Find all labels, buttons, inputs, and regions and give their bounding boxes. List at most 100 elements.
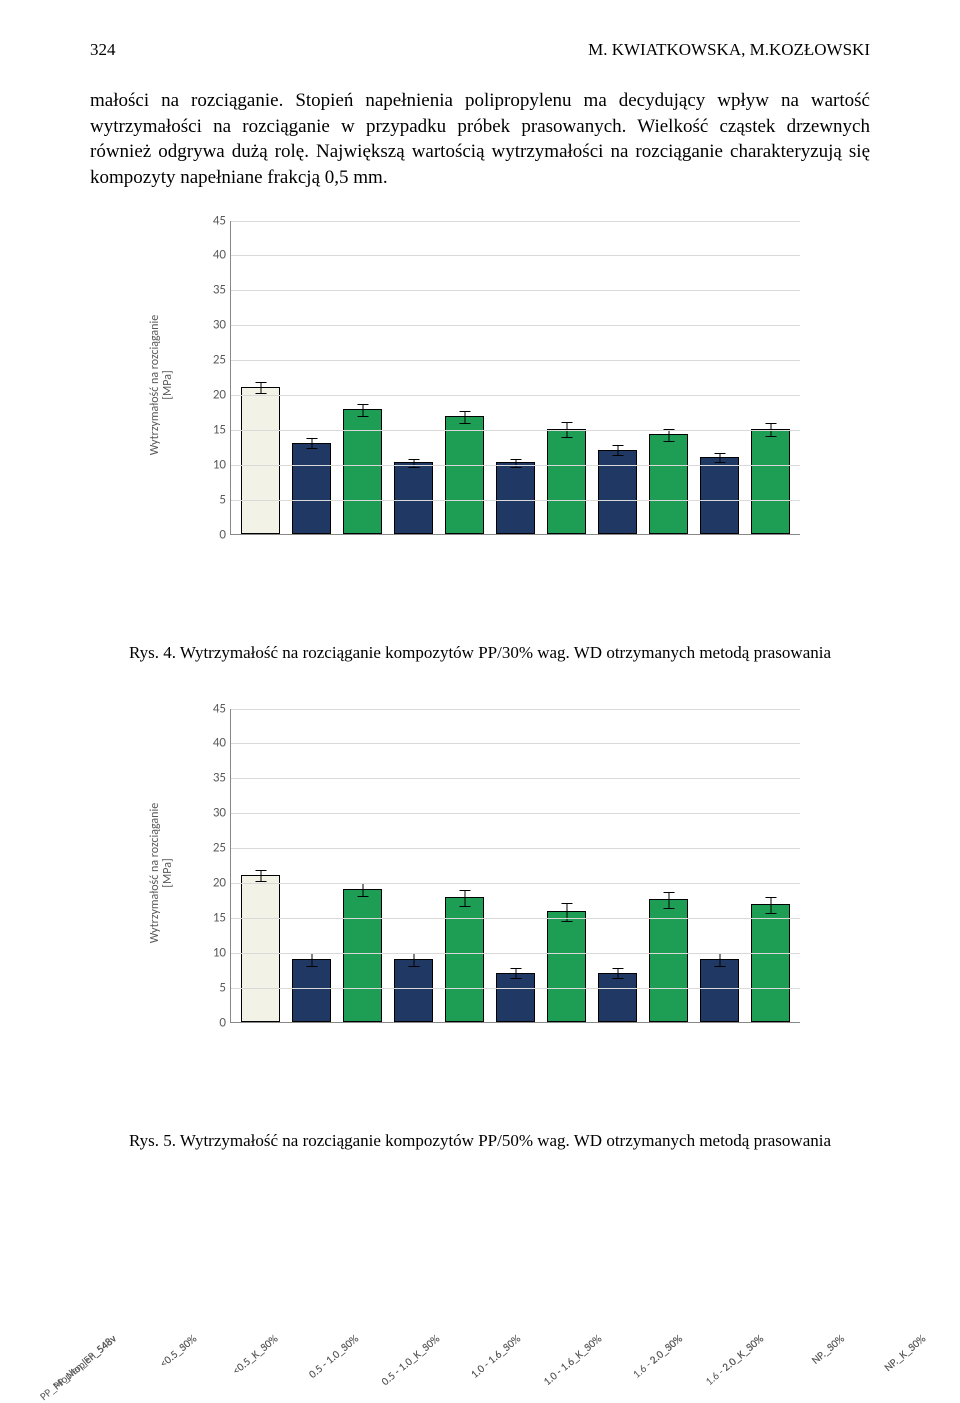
gridline: [231, 255, 800, 256]
bar: [445, 897, 484, 1021]
y-tick-label: 35: [204, 771, 226, 786]
error-bar: [413, 953, 414, 967]
y-tick-label: 30: [204, 318, 226, 333]
y-axis-title: Wytrzymałość na rozciąganie [MPa]: [149, 802, 175, 942]
gridline: [231, 221, 800, 222]
y-axis-title-line1: Wytrzymałość na rozciąganie: [148, 802, 162, 942]
bar: [547, 911, 586, 1021]
plot-area: [230, 709, 800, 1023]
x-tick-label: 0.5 - 1.0_K_50%: [379, 1332, 442, 1388]
gridline: [231, 918, 800, 919]
y-tick-label: 45: [204, 213, 226, 228]
x-tick-label: 1.0 - 1.6_50%: [468, 1332, 523, 1381]
gridline: [231, 395, 800, 396]
y-axis-title-line2: [MPa]: [161, 370, 175, 399]
error-bar: [566, 903, 567, 923]
x-tick-label: 0.5 - 1.0_50%: [307, 1332, 362, 1381]
plot-area: [230, 221, 800, 535]
y-tick-label: 20: [204, 876, 226, 891]
bar: [700, 457, 739, 534]
error-bar: [515, 459, 516, 467]
y-tick-label: 0: [204, 1015, 226, 1030]
x-axis-labels: PP_Moplen_EP_548v<0.5_50%<0.5_K_50%0.5 -…: [70, 1318, 960, 1342]
error-bar: [464, 411, 465, 424]
header-authors: M. KWIATKOWSKA, M.KOZŁOWSKI: [588, 40, 870, 60]
bar: [496, 462, 535, 533]
gridline: [231, 778, 800, 779]
error-bar: [311, 438, 312, 449]
chart-tensile-50pct: Wytrzymałość na rozciąganie [MPa] 051015…: [160, 703, 800, 1113]
gridline: [231, 360, 800, 361]
bar: [394, 959, 433, 1022]
gridline: [231, 813, 800, 814]
error-bar: [770, 897, 771, 914]
error-bar: [464, 890, 465, 907]
chart-tensile-30pct: Wytrzymałość na rozciąganie [MPa] 051015…: [160, 215, 800, 625]
y-tick-label: 10: [204, 457, 226, 472]
error-bar: [311, 953, 312, 967]
y-axis-title-line2: [MPa]: [161, 858, 175, 887]
bar: [751, 429, 790, 534]
y-tick-label: 25: [204, 841, 226, 856]
bar: [598, 973, 637, 1022]
bar: [241, 387, 280, 534]
bar: [394, 462, 433, 533]
y-tick-label: 25: [204, 353, 226, 368]
y-tick-label: 35: [204, 283, 226, 298]
error-bar: [260, 870, 261, 881]
gridline: [231, 953, 800, 954]
error-bar: [719, 953, 720, 967]
bar: [547, 429, 586, 534]
figure-5-caption: Rys. 5. Wytrzymałość na rozciąganie komp…: [90, 1131, 870, 1151]
gridline: [231, 988, 800, 989]
gridline: [231, 883, 800, 884]
y-tick-label: 15: [204, 910, 226, 925]
error-bar: [260, 382, 261, 393]
y-tick-label: 40: [204, 736, 226, 751]
page-header: 324 M. KWIATKOWSKA, M.KOZŁOWSKI: [90, 40, 870, 60]
gridline: [231, 709, 800, 710]
gridline: [231, 500, 800, 501]
y-tick-label: 0: [204, 527, 226, 542]
bar: [292, 443, 331, 534]
bars-container: [231, 709, 800, 1022]
figure-4-caption: Rys. 4. Wytrzymałość na rozciąganie komp…: [90, 643, 870, 663]
x-tick-label: 2.0_K_50%: [720, 1332, 766, 1374]
y-tick-label: 15: [204, 422, 226, 437]
bar: [700, 959, 739, 1022]
error-bar: [362, 404, 363, 417]
y-axis-title-line1: Wytrzymałość na rozciąganie: [148, 314, 162, 454]
x-tick-label: 1.0 - 1.6_K_50%: [541, 1332, 604, 1388]
gridline: [231, 325, 800, 326]
y-tick-label: 10: [204, 945, 226, 960]
gridline: [231, 465, 800, 466]
bars-container: [231, 221, 800, 534]
x-tick-label: 2.0_50%: [647, 1332, 685, 1367]
x-tick-label: PP_Moplen_EP_548v: [37, 1332, 118, 1403]
bar: [598, 450, 637, 534]
y-axis-title: Wytrzymałość na rozciąganie [MPa]: [149, 314, 175, 454]
error-bar: [362, 883, 363, 897]
bar: [445, 416, 484, 533]
body-paragraph: małości na rozciąganie. Stopień napełnie…: [90, 88, 870, 191]
bar: [649, 434, 688, 533]
error-bar: [617, 445, 618, 456]
error-bar: [668, 892, 669, 909]
y-tick-label: 45: [204, 701, 226, 716]
gridline: [231, 290, 800, 291]
bar: [292, 959, 331, 1022]
x-tick-label: <0.5_K_50%: [230, 1332, 281, 1377]
bar: [343, 889, 382, 1022]
x-tick-label: NP._K_50%: [881, 1332, 928, 1374]
error-bar: [617, 968, 618, 979]
gridline: [231, 430, 800, 431]
x-tick-label: NP._50%: [809, 1332, 847, 1367]
error-bar: [515, 968, 516, 979]
gridline: [231, 743, 800, 744]
x-tick-label: <0.5_50%: [158, 1332, 200, 1370]
error-bar: [719, 453, 720, 463]
y-tick-label: 5: [204, 492, 226, 507]
bar: [751, 904, 790, 1021]
y-tick-label: 30: [204, 806, 226, 821]
gridline: [231, 848, 800, 849]
